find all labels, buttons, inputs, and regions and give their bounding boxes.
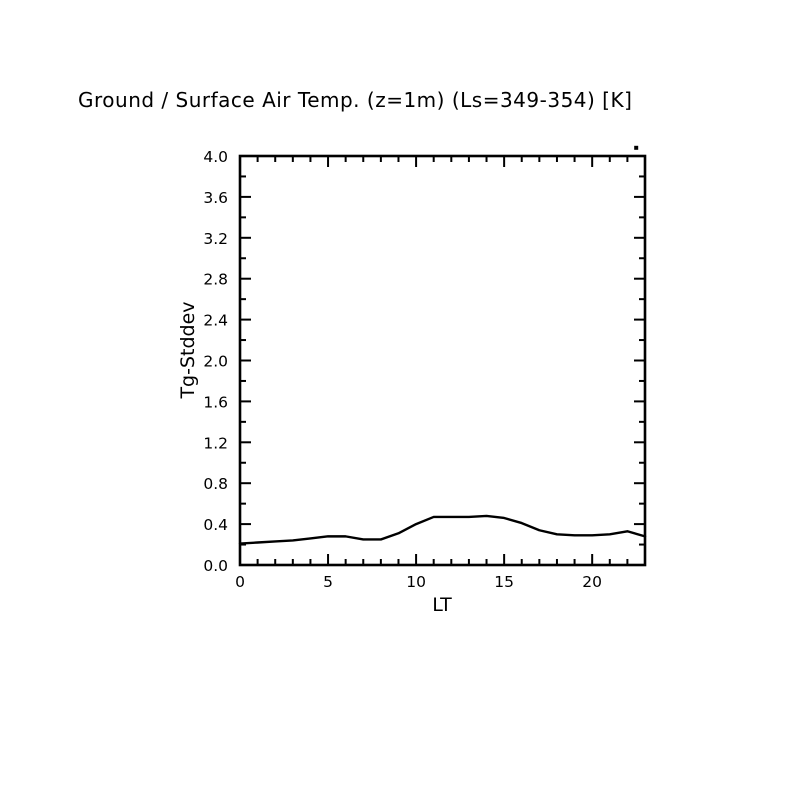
tick-label: 5 <box>323 573 333 591</box>
tick-label: 3.2 <box>203 230 228 248</box>
x-axis-title: LT <box>432 594 452 616</box>
y-axis-tick-labels: 0.0 0.4 0.8 1.2 1.6 2.0 2.4 2.8 3.2 3.6 4.0 <box>203 148 228 575</box>
x-axis-ticks <box>239 156 646 565</box>
tick-label: 20 <box>582 573 602 591</box>
chart-title: Ground / Surface Air Temp. (z=1m) (Ls=34… <box>78 88 633 112</box>
tick-label: 4.0 <box>203 148 228 166</box>
tick-label: 1.6 <box>203 393 228 411</box>
tick-label: 2.8 <box>203 271 228 289</box>
tick-label: 15 <box>494 573 514 591</box>
tick-label: 1.2 <box>203 434 228 452</box>
stray-dot-marker <box>634 145 639 150</box>
tick-label: 2.0 <box>203 353 228 371</box>
tick-label: 10 <box>406 573 426 591</box>
tick-label: 3.6 <box>203 189 228 207</box>
plot-frame <box>238 154 647 567</box>
tick-label: 0 <box>235 573 245 591</box>
y-axis-ticks <box>240 155 645 566</box>
data-series-line <box>238 514 647 545</box>
tick-label: 2.4 <box>203 312 228 330</box>
tick-label: 0.4 <box>203 516 228 534</box>
tick-label: 0.8 <box>203 475 228 493</box>
x-axis-tick-labels: 0 5 10 15 20 <box>235 573 602 591</box>
y-axis-title: Tg-Stddev <box>177 301 199 399</box>
tick-label: 0.0 <box>203 557 228 575</box>
